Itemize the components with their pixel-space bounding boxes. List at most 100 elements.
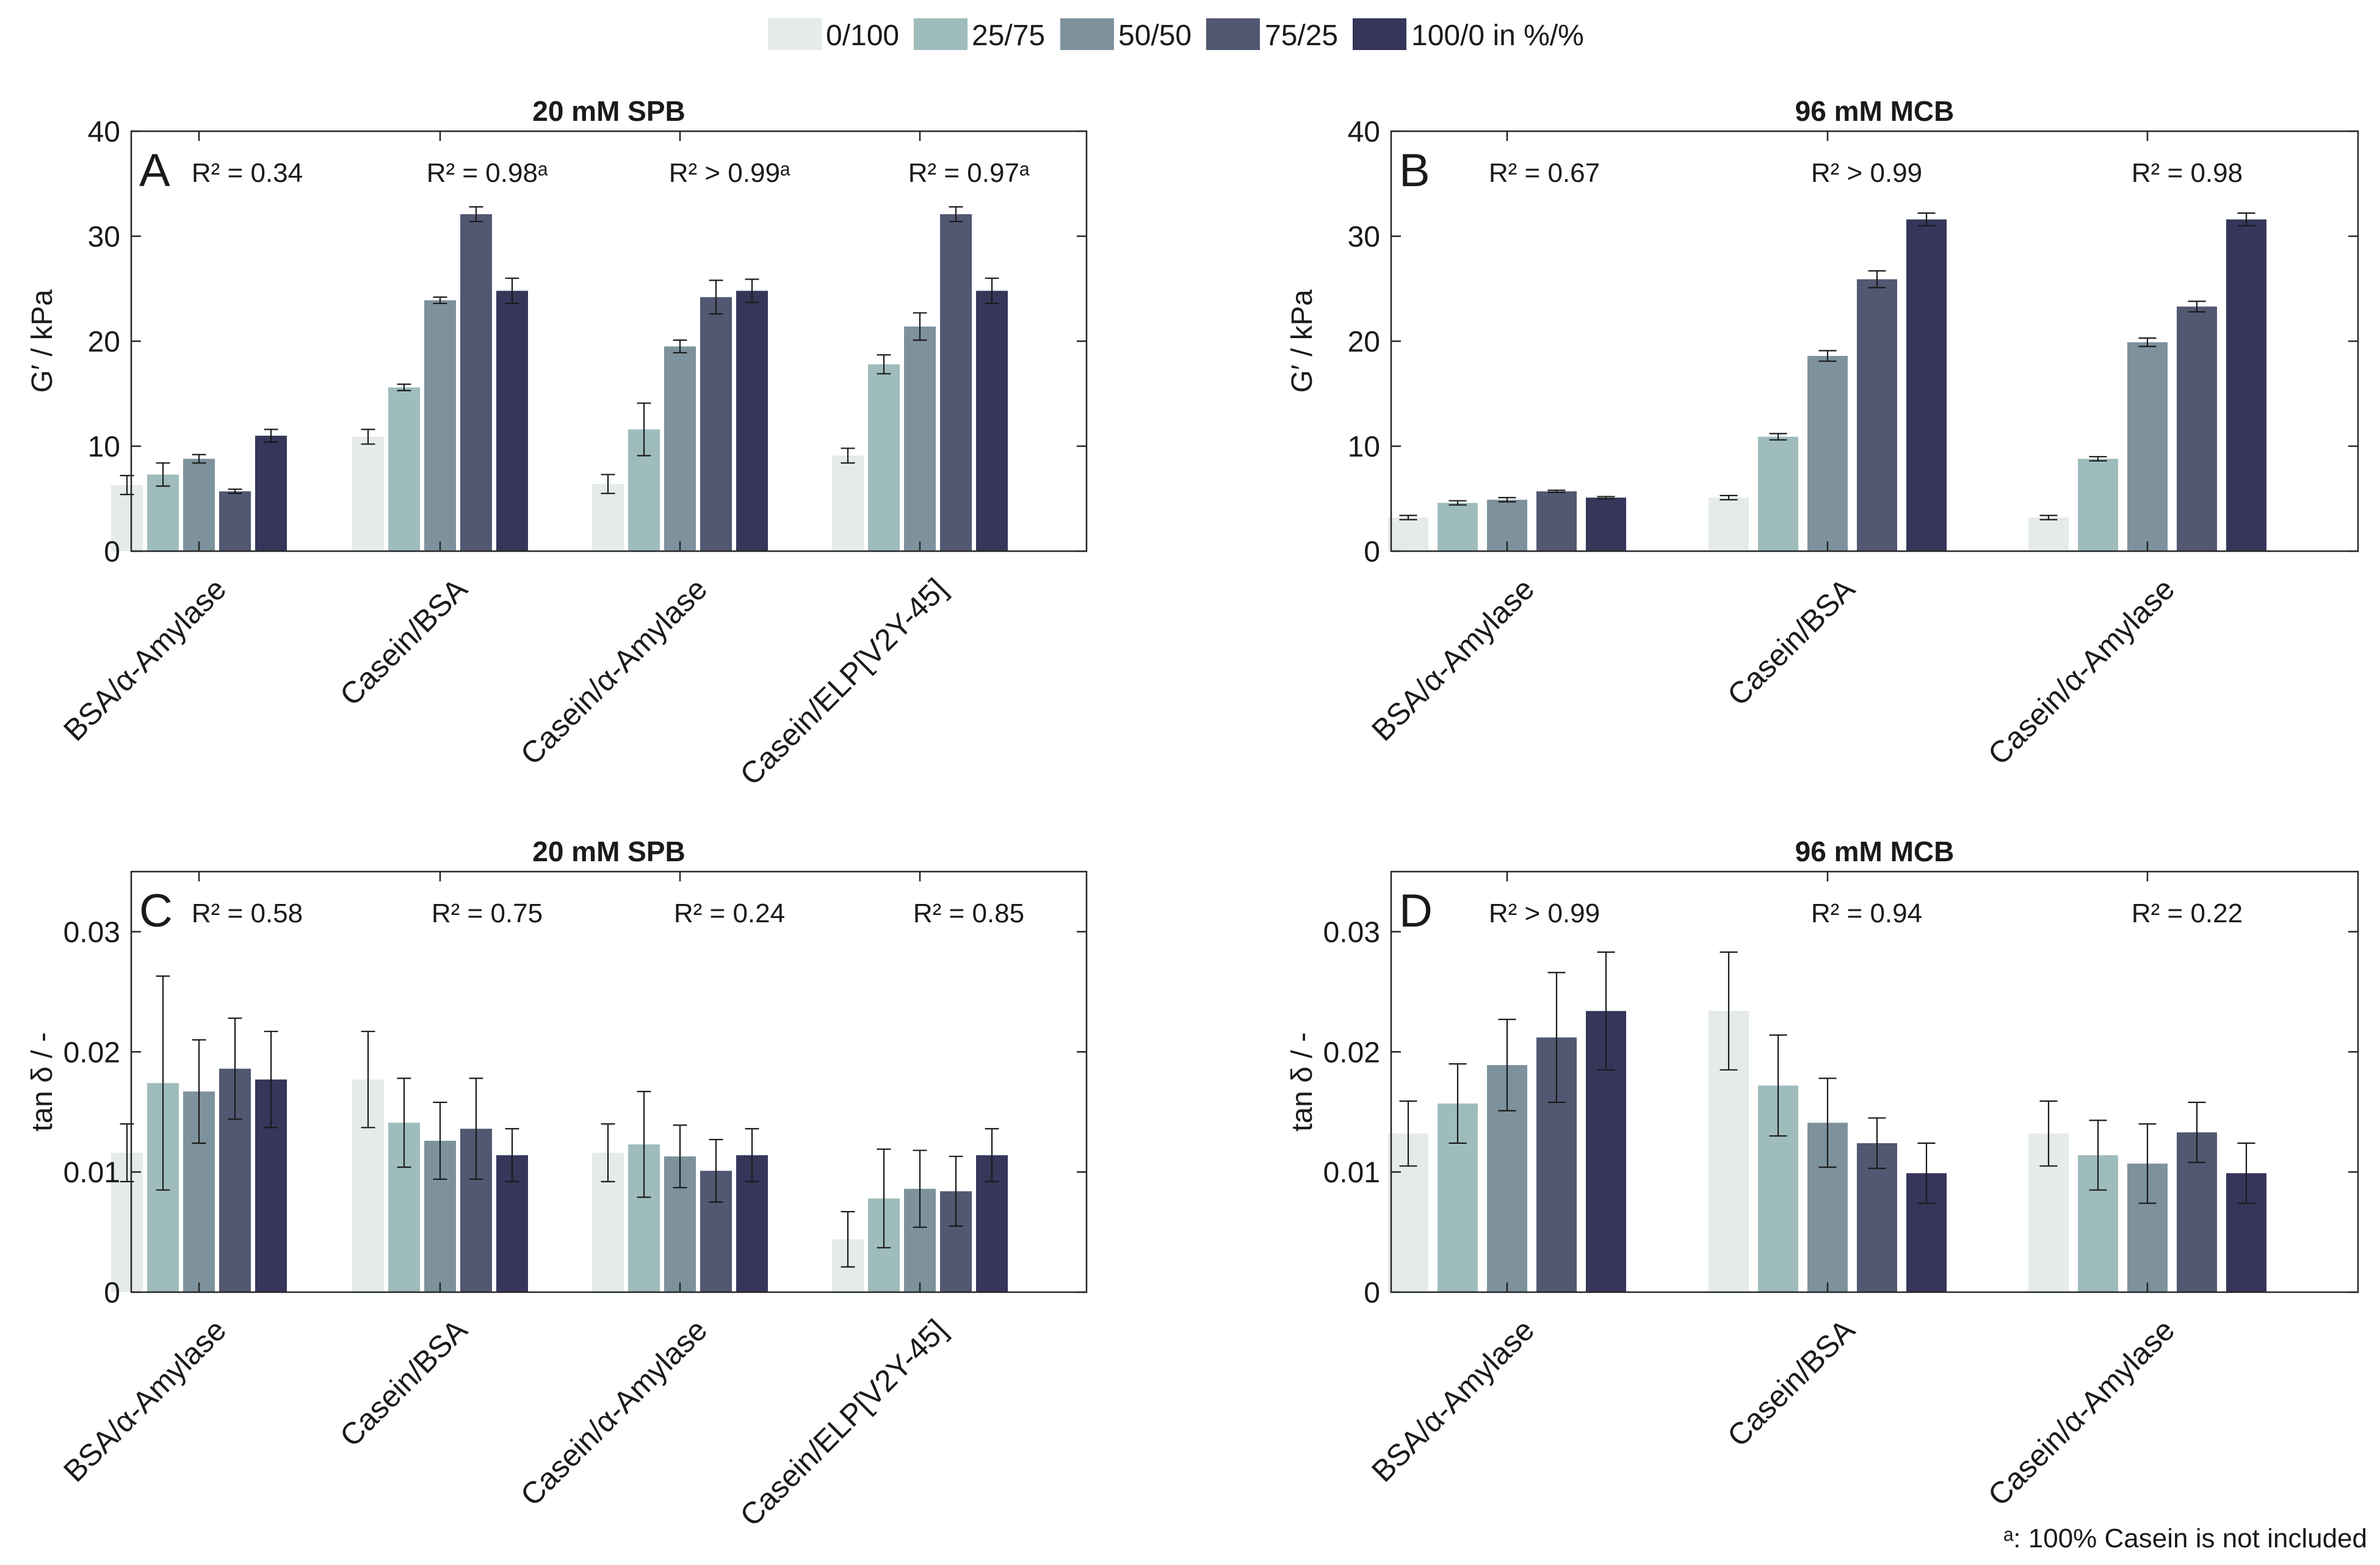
chart-panels: 20 mM SPB A G′ / kPa 0 10 20 30 40 BSA/α-Amylase… <box>26 95 2359 1533</box>
r2-label: R² = 0.75 <box>432 898 543 928</box>
error-bar <box>505 1128 519 1182</box>
error-bar <box>397 383 411 391</box>
panel-title: 20 mM SPB <box>532 95 685 127</box>
panel-b: 96 mM MCB B G′ / kPa 0 10 20 30 40 BSA/α-Amylase… <box>1286 95 2359 772</box>
y-axis-label: G′ / kPa <box>26 289 59 392</box>
x-tick-label-bsa-amylase: BSA/α-Amylase <box>57 1313 233 1489</box>
y-tick-label: 20 <box>88 326 120 358</box>
x-tick-label-casein-bsa: Casein/BSA <box>1721 1312 1862 1453</box>
r2-label: R² > 0.99ᵃ <box>669 158 790 188</box>
error-bar <box>949 1155 963 1227</box>
y-tick-label: 20 <box>1348 326 1380 358</box>
r2-label: R² > 0.99 <box>1811 158 1922 188</box>
bar-75-25-casein-bsa <box>460 214 492 551</box>
bar-75-25-bsa-amylase <box>1536 491 1577 551</box>
y-tick-label: 30 <box>88 221 120 253</box>
bar-50-50-casein-amylase <box>2127 342 2168 551</box>
r2-label: R² = 0.34 <box>192 158 303 188</box>
error-bar <box>841 1211 855 1268</box>
error-bar <box>1547 490 1566 493</box>
error-bar <box>913 312 927 341</box>
r2-label: R² = 0.85 <box>913 898 1024 928</box>
error-bar <box>2039 1100 2058 1167</box>
bar-100-0-in-bsa-amylase <box>1586 497 1626 551</box>
legend-item-0-100: 0/100 <box>768 18 899 52</box>
error-bar <box>1720 494 1738 501</box>
x-tick-label-casein-bsa: Casein/BSA <box>333 571 474 712</box>
error-bar <box>1547 972 1566 1104</box>
error-bar <box>228 488 242 494</box>
error-bar <box>228 1017 242 1120</box>
bar-50-50-casein-amylase <box>664 346 696 551</box>
error-bar <box>1449 1063 1467 1144</box>
bar-75-25-bsa-amylase <box>219 491 251 551</box>
error-bar <box>2188 300 2206 313</box>
bar-0-100-casein-amylase <box>592 483 624 551</box>
error-bar <box>192 454 206 464</box>
error-bar <box>1720 951 1738 1071</box>
error-bar <box>637 402 651 457</box>
bar-0-100-bsa-amylase <box>1388 517 1428 551</box>
error-bar <box>156 975 170 1191</box>
y-tick-label: 0.02 <box>1323 1036 1380 1069</box>
y-tick-label: 0 <box>1364 1277 1380 1309</box>
bar-group-set <box>111 206 1008 551</box>
y-tick-label: 10 <box>1348 431 1380 463</box>
bar-25-75-bsa-amylase <box>147 474 179 551</box>
y-axis-label: G′ / kPa <box>1286 289 1318 392</box>
y-tick-label: 0.01 <box>1323 1157 1380 1189</box>
legend-label: 75/25 <box>1265 20 1338 52</box>
legend-item-50-50: 50/50 <box>1060 18 1192 52</box>
error-bar <box>156 462 170 487</box>
bar-50-50-casein-bsa <box>424 300 456 551</box>
footnote: ᵃ: 100% Casein is not included <box>2003 1523 2367 1553</box>
error-bar <box>2138 337 2157 347</box>
bar-50-50-casein-elp-v2y-45 <box>904 326 936 551</box>
y-tick-label: 0.01 <box>63 1157 120 1189</box>
y-axis-label: tan δ / - <box>1286 1032 1318 1132</box>
error-bar <box>2089 1119 2107 1191</box>
error-bar <box>1868 270 1886 289</box>
error-bar <box>601 1123 615 1182</box>
error-bar <box>841 447 855 464</box>
error-bar <box>985 277 999 305</box>
bar-25-75-casein-bsa <box>1758 436 1798 551</box>
x-tick-label-bsa-amylase: BSA/α-Amylase <box>1365 1313 1541 1489</box>
error-bar <box>1917 1142 1936 1204</box>
r2-label: R² = 0.98ᵃ <box>427 158 548 188</box>
error-bar <box>1597 496 1615 500</box>
error-bar <box>469 206 483 223</box>
bar-100-0-in-casein-bsa <box>1906 219 1947 552</box>
r2-label: R² = 0.24 <box>674 898 785 928</box>
bar-0-100-bsa-amylase <box>111 485 143 551</box>
error-bar <box>2237 212 2255 226</box>
panel-title: 20 mM SPB <box>532 836 685 867</box>
x-tick-label-bsa-amylase: BSA/α-Amylase <box>57 572 233 748</box>
legend: 0/100 25/75 50/50 75/25 100/0 in %/% <box>768 18 1584 52</box>
error-bar <box>1917 212 1936 226</box>
error-bar <box>673 339 687 354</box>
legend-label: 100/0 in %/% <box>1411 20 1584 52</box>
error-bar <box>1769 1034 1787 1137</box>
error-bar <box>709 280 723 315</box>
r2-label: R² = 0.67 <box>1489 158 1600 188</box>
error-bar <box>2089 456 2107 462</box>
error-bar <box>2188 1101 2206 1163</box>
error-bar <box>1597 951 1615 1071</box>
bar-100-0-in-bsa-amylase <box>255 435 287 551</box>
error-bar <box>505 277 519 305</box>
legend-swatch-0-100 <box>768 18 822 50</box>
plot-frame <box>130 870 1088 1293</box>
error-bar <box>913 1149 927 1228</box>
bar-100-0-in-casein-bsa <box>496 291 528 551</box>
legend-label: 25/75 <box>972 20 1045 52</box>
error-bar <box>2237 1142 2255 1204</box>
legend-swatch-25-75 <box>914 18 968 50</box>
panel-letter: D <box>1399 885 1433 937</box>
panel-letter: C <box>139 885 173 937</box>
bar-100-0-in-casein-amylase <box>736 291 768 551</box>
bar-group-set <box>1388 212 2266 552</box>
plot-frame <box>1390 870 2359 1293</box>
error-bar <box>745 1128 759 1182</box>
x-tick-label-casein-amylase: Casein/α-Amylase <box>514 572 714 772</box>
